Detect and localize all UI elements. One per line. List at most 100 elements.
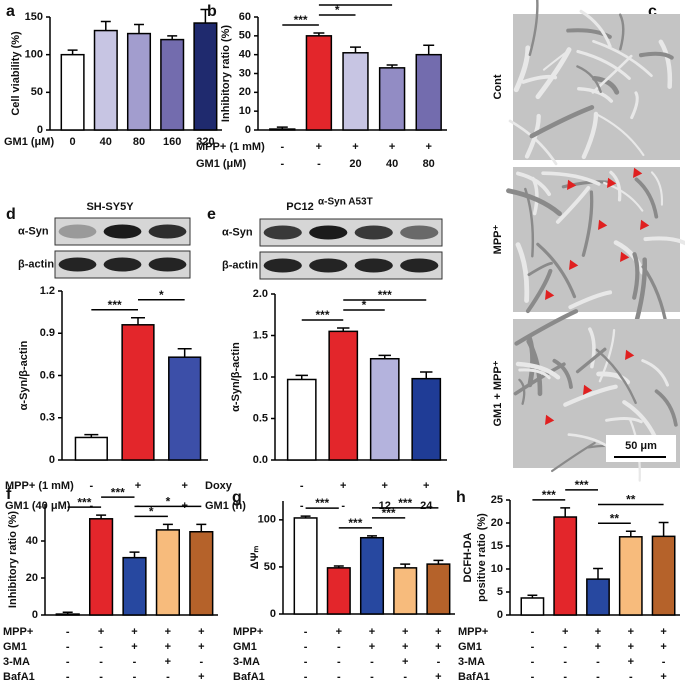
- row-value: +: [628, 626, 634, 638]
- cell: [518, 378, 526, 405]
- error-bar: [386, 64, 398, 68]
- y-tick-label: 0: [497, 609, 503, 621]
- x-axis-label: GM1 (μM): [4, 136, 54, 148]
- panel-letter: a: [6, 3, 15, 20]
- y-tick-label: 0.5: [253, 412, 268, 424]
- row-value: +: [660, 626, 666, 638]
- row-value: -: [304, 626, 308, 638]
- row-value: -: [563, 656, 567, 668]
- y-tick-label: 10: [491, 563, 503, 575]
- error-bar: [129, 551, 140, 558]
- row-value: -: [304, 641, 308, 653]
- bar: [74, 436, 108, 461]
- arrowhead: [598, 219, 608, 230]
- row-label: GM1: [233, 641, 257, 653]
- arrowhead: [545, 414, 555, 425]
- y-tick-label: 20: [491, 517, 503, 529]
- significance-label: **: [610, 511, 620, 525]
- y-tick-label: 0.6: [40, 369, 55, 381]
- arrowhead: [620, 251, 630, 262]
- cell: [598, 328, 616, 383]
- arrowhead: [633, 167, 643, 178]
- bar: [269, 128, 296, 131]
- x-tick-label: 80: [133, 136, 145, 148]
- row-label: MPP+ (1 mM): [5, 480, 74, 492]
- cell: [581, 190, 594, 257]
- significance-label: ***: [294, 13, 308, 27]
- y-tick-label: 20: [239, 86, 251, 98]
- y-tick-label: 150: [25, 11, 43, 23]
- error-bar: [423, 44, 435, 55]
- row-value: -: [629, 671, 633, 683]
- cell: [609, 170, 622, 202]
- band: [58, 224, 97, 239]
- error-bar: [367, 535, 377, 538]
- band: [309, 225, 348, 240]
- row-value: -: [662, 656, 666, 668]
- row-value: +: [340, 480, 346, 492]
- row-value: +: [423, 480, 429, 492]
- cell: [513, 362, 566, 396]
- bar: [88, 518, 114, 616]
- row-value: -: [403, 671, 407, 683]
- cell: [525, 268, 553, 314]
- significance-label: ***: [108, 298, 122, 312]
- y-tick-label: 1.2: [40, 285, 55, 297]
- error-bar: [527, 594, 538, 598]
- significance-label: ***: [315, 496, 329, 510]
- cell: [592, 76, 620, 95]
- cell: [650, 171, 664, 206]
- bar: [651, 535, 676, 616]
- cell: [638, 51, 674, 60]
- cell: [531, 176, 539, 216]
- y-tick-label: 40: [26, 535, 38, 547]
- row-value: +: [628, 656, 634, 668]
- row-label: GM1: [3, 641, 27, 653]
- significance-label: ***: [575, 478, 589, 492]
- bar: [160, 38, 185, 131]
- y-tick-label: 50: [239, 30, 251, 42]
- significance-label: ***: [348, 0, 362, 7]
- significance-label: *: [149, 505, 154, 519]
- x-tick-label: 40: [100, 136, 112, 148]
- y-tick-label: 2.0: [253, 288, 268, 300]
- bar: [393, 567, 418, 615]
- row-value: +: [131, 641, 137, 653]
- arrowhead: [567, 179, 577, 190]
- cell: [529, 105, 595, 139]
- bar: [121, 324, 155, 461]
- row-value: -: [66, 656, 70, 668]
- row-label: GM1 (h): [205, 500, 246, 512]
- blot-superscript: α-Syn A53T: [318, 197, 373, 208]
- y-tick-label: 100: [258, 514, 276, 526]
- cell: [514, 309, 579, 346]
- error-bar: [100, 20, 111, 31]
- cell: [576, 65, 602, 94]
- error-bar: [625, 530, 636, 537]
- cell: [526, 335, 535, 388]
- row-value: -: [280, 141, 284, 153]
- row-value: +: [382, 480, 388, 492]
- significance-label: ***: [111, 485, 125, 499]
- row-value: +: [562, 626, 568, 638]
- error-bar: [67, 49, 78, 55]
- band: [103, 224, 142, 239]
- blot-label: β-actin: [222, 259, 258, 271]
- y-tick-label: 60: [239, 11, 251, 23]
- row-value: +: [660, 641, 666, 653]
- bar: [293, 517, 318, 615]
- bar: [168, 356, 202, 461]
- panel-letter: e: [207, 206, 216, 223]
- arrowhead: [569, 259, 579, 270]
- y-axis-label: α-Syn/β-actin: [18, 340, 30, 410]
- band: [400, 258, 439, 273]
- cell: [618, 13, 625, 51]
- row-value: -: [199, 656, 203, 668]
- cell: [575, 347, 607, 374]
- row-value: +: [628, 641, 634, 653]
- row-value: -: [89, 500, 93, 512]
- row-value: -: [317, 158, 321, 170]
- row-value: +: [352, 141, 358, 153]
- row-value: -: [531, 656, 535, 668]
